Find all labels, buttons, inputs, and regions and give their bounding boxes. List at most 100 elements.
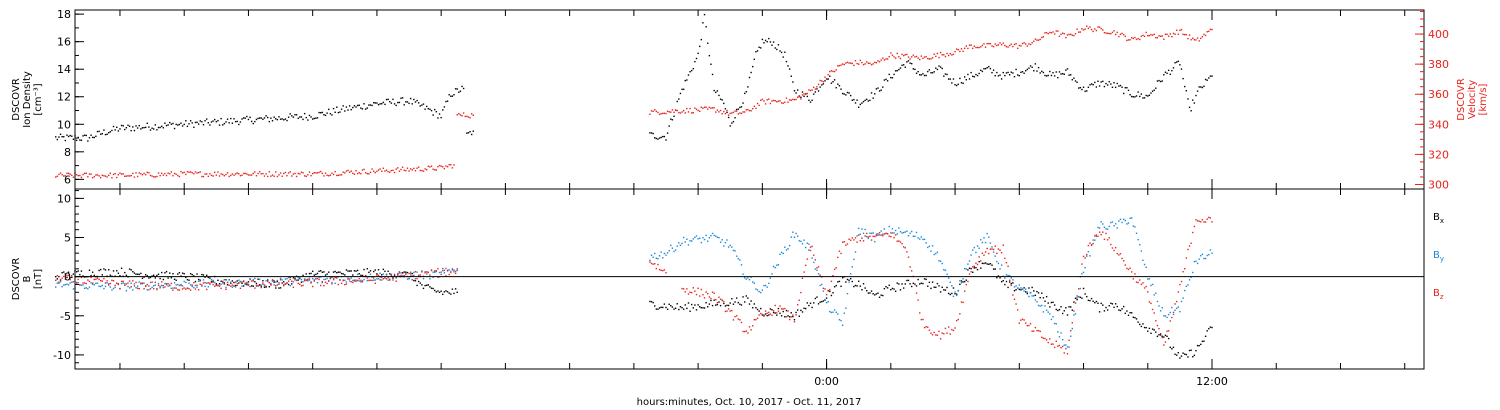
bottom-bz-point (196, 284, 198, 286)
top-ion-density-point (387, 98, 389, 101)
top-left-y-tick-label: 14 (57, 63, 71, 76)
bottom-by-point (1164, 315, 1167, 317)
top-ion-density-point (382, 101, 385, 104)
bottom-by-point (692, 238, 694, 240)
bottom-bx-point (1167, 337, 1170, 340)
bottom-by-point (853, 258, 855, 261)
top-ion-density-point (313, 117, 315, 120)
bottom-bx-point (294, 277, 296, 279)
bottom-by-point (154, 284, 156, 286)
top-velocity-point (968, 44, 971, 46)
bottom-bx-point (743, 301, 746, 303)
top-velocity-point (170, 171, 173, 173)
bottom-bz-point (907, 256, 910, 258)
bottom-bz-point (716, 302, 719, 304)
legend-label-bx: Bx (1433, 212, 1444, 225)
top-velocity-point (1111, 31, 1114, 34)
top-ion-density-point (941, 67, 943, 70)
top-left-axis-title-line: Ion Density (22, 71, 33, 128)
bottom-by-point (874, 241, 876, 243)
bottom-bx-point (713, 299, 715, 301)
bottom-bz-point (310, 282, 312, 284)
top-ion-density-point (658, 137, 661, 139)
top-velocity-point (883, 59, 886, 61)
bottom-bz-point (657, 263, 659, 266)
top-velocity-point (1042, 36, 1045, 38)
bottom-bz-point (1135, 281, 1138, 283)
bottom-bx-point (1053, 304, 1056, 306)
bottom-bx-point (363, 268, 365, 271)
top-ion-density-point (967, 73, 969, 76)
bottom-bx-point (912, 282, 915, 285)
top-velocity-point (437, 165, 439, 168)
bottom-bz-point (417, 274, 420, 277)
bottom-by-point (955, 294, 958, 296)
top-ion-density-point (291, 115, 293, 117)
bottom-bx-point (931, 281, 934, 283)
bottom-bz-point (1053, 346, 1056, 349)
top-velocity-point (405, 170, 407, 172)
top-ion-density-point (124, 128, 126, 131)
top-ion-density-point (377, 103, 380, 106)
bottom-bz-point (898, 240, 900, 242)
top-ion-density-point (385, 98, 388, 101)
bottom-bz-point (318, 278, 320, 281)
top-ion-density-point (870, 92, 873, 94)
bottom-by-point (220, 283, 222, 286)
bottom-bx-point (55, 276, 57, 278)
bottom-by-point (674, 249, 677, 251)
top-ion-density-point (392, 98, 394, 101)
top-ion-density-point (188, 123, 190, 125)
top-left-y-tick-label: 6 (64, 173, 71, 186)
top-ion-density-point (469, 130, 471, 133)
top-ion-density-point (1111, 86, 1114, 89)
top-ion-density-point (707, 42, 709, 44)
bottom-bz-point (98, 278, 100, 281)
bottom-bz-point (175, 287, 177, 289)
bottom-bx-point (406, 271, 409, 274)
bottom-bz-point (117, 283, 120, 286)
bottom-bz-point (777, 310, 780, 312)
bottom-by-point (935, 252, 937, 255)
bottom-bx-point (788, 316, 791, 318)
bottom-bz-point (965, 283, 967, 286)
bottom-by-point (682, 236, 685, 239)
top-velocity-point (817, 83, 820, 86)
bottom-bz-point (1172, 311, 1175, 314)
bottom-bx-point (1015, 289, 1017, 291)
top-ion-density-point (300, 116, 303, 118)
bottom-by-point (772, 265, 775, 268)
bottom-bx-point (231, 280, 234, 282)
bottom-bx-point (1061, 312, 1064, 315)
bottom-bx-point (941, 286, 943, 288)
top-velocity-point (186, 171, 189, 173)
top-ion-density-point (931, 72, 934, 74)
bottom-bx-point (1134, 316, 1136, 319)
bottom-bx-point (1065, 307, 1067, 309)
bottom-by-point (1131, 217, 1133, 219)
top-velocity-point (369, 171, 372, 174)
bottom-bz-point (210, 281, 213, 284)
bottom-bz-point (128, 280, 131, 282)
bottom-bz-point (870, 239, 873, 241)
bottom-bx-point (1063, 310, 1065, 312)
bottom-by-point (1015, 285, 1017, 287)
bottom-bx-point (1000, 280, 1003, 283)
bottom-bx-point (833, 286, 836, 288)
bottom-bz-point (1012, 294, 1014, 296)
bottom-bz-point (1002, 244, 1004, 246)
bottom-by-point (254, 277, 256, 280)
bottom-by-point (793, 236, 796, 238)
top-velocity-point (729, 112, 731, 115)
bottom-bx-point (650, 300, 653, 303)
bottom-bx-point (1172, 346, 1175, 349)
bottom-bx-point (430, 287, 433, 289)
top-velocity-point (705, 106, 707, 108)
bottom-bz-point (1044, 337, 1046, 340)
top-velocity-point (287, 172, 290, 174)
top-velocity-point (101, 174, 103, 177)
top-ion-density-point (1041, 70, 1043, 73)
bottom-bz-point (58, 281, 60, 283)
bottom-bx-point (162, 278, 165, 281)
bottom-by-point (429, 278, 431, 280)
